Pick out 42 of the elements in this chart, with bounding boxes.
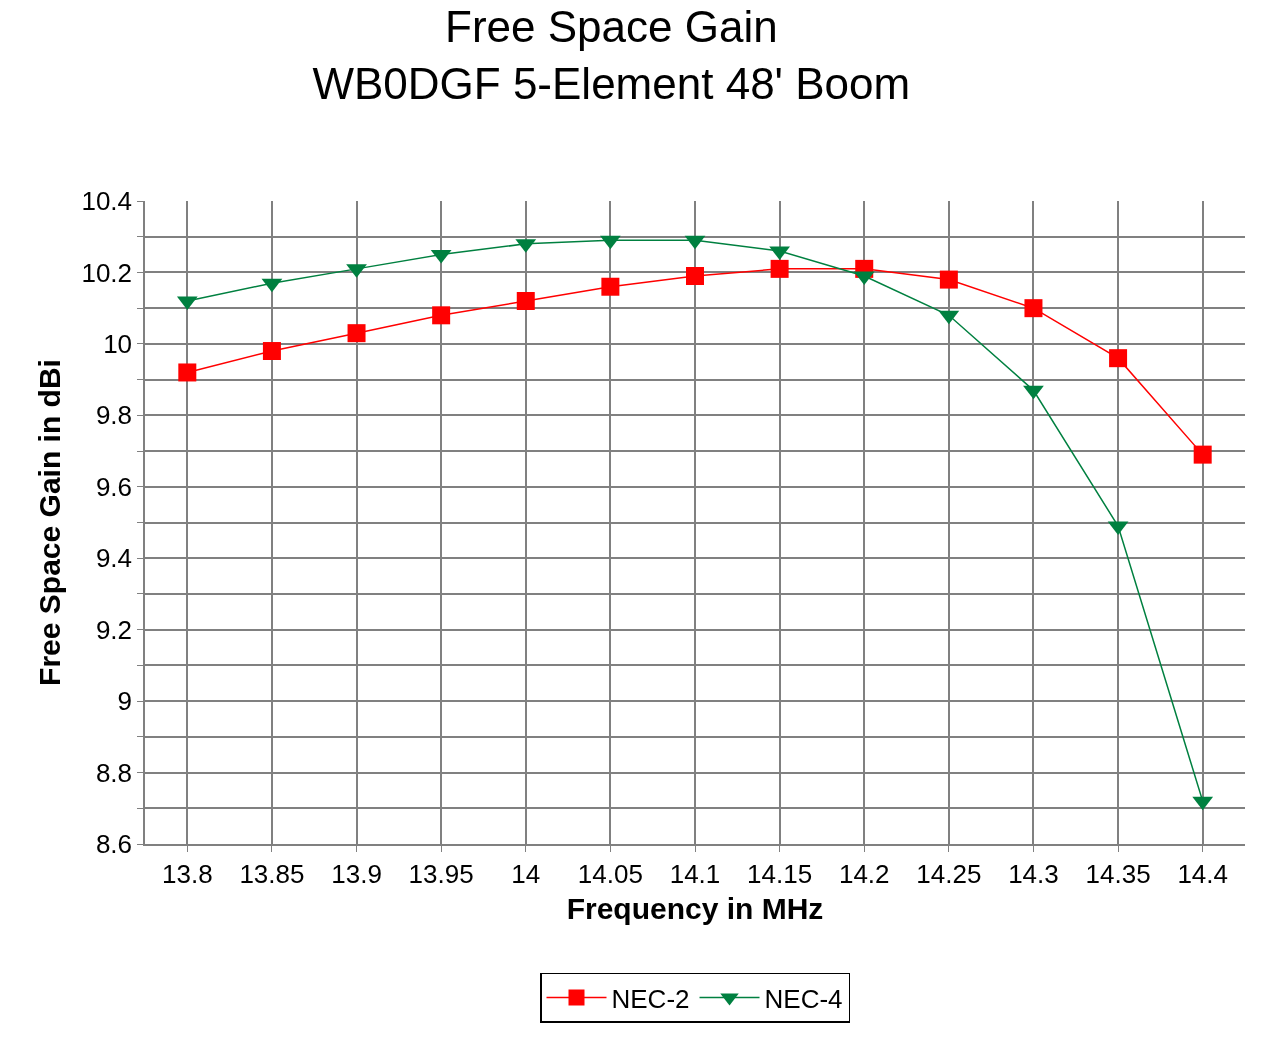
x-tick-label: 13.9 bbox=[331, 858, 382, 889]
y-tick-label: 9.4 bbox=[95, 543, 133, 574]
point bbox=[347, 324, 366, 343]
point bbox=[1024, 299, 1043, 318]
chart-subtitle: WB0DGF 5-Element 48' Boom bbox=[312, 59, 911, 109]
legend-label: NEC-4 bbox=[764, 983, 843, 1014]
point bbox=[516, 292, 535, 311]
x-tick-label: 14.25 bbox=[916, 858, 982, 889]
x-tick-label: 14.15 bbox=[747, 858, 813, 889]
point bbox=[1193, 445, 1212, 464]
y-tick-label: 10 bbox=[103, 328, 133, 359]
point bbox=[770, 259, 789, 278]
y-tick-label: 8.8 bbox=[95, 757, 133, 788]
x-tick-label: 13.85 bbox=[239, 858, 305, 889]
y-tick-label: 10.2 bbox=[81, 257, 133, 288]
x-tick-label: 14 bbox=[511, 858, 541, 889]
x-tick-label: 14.2 bbox=[838, 858, 890, 889]
point bbox=[601, 277, 620, 296]
y-tick-label: 10.4 bbox=[81, 186, 133, 217]
y-axis-title: Free Space Gain in dBi bbox=[32, 359, 66, 686]
point bbox=[178, 363, 197, 382]
x-tick-label: 14.35 bbox=[1085, 858, 1151, 889]
x-tick-label: 14.4 bbox=[1177, 858, 1228, 889]
point bbox=[939, 270, 958, 289]
y-tick-label: 9.6 bbox=[95, 471, 133, 502]
x-tick-label: 14.3 bbox=[1008, 858, 1059, 889]
point bbox=[1109, 349, 1128, 368]
y-tick-label: 8.6 bbox=[95, 829, 133, 860]
x-axis-title: Frequency in MHz bbox=[566, 891, 824, 925]
legend-label: NEC-2 bbox=[611, 983, 690, 1014]
x-tick-label: 13.95 bbox=[408, 858, 474, 889]
point bbox=[1023, 385, 1044, 400]
x-tick-label: 14.05 bbox=[577, 858, 643, 889]
x-tick-label: 14.1 bbox=[669, 858, 721, 889]
point bbox=[262, 342, 281, 361]
point bbox=[686, 267, 704, 286]
y-tick-label: 9 bbox=[117, 686, 133, 717]
y-tick-label: 9.2 bbox=[95, 614, 133, 645]
point bbox=[432, 306, 451, 325]
y-tick-label: 9.8 bbox=[95, 400, 133, 431]
chart-title: Free Space Gain bbox=[445, 1, 778, 51]
x-tick-label: 13.8 bbox=[162, 858, 213, 889]
